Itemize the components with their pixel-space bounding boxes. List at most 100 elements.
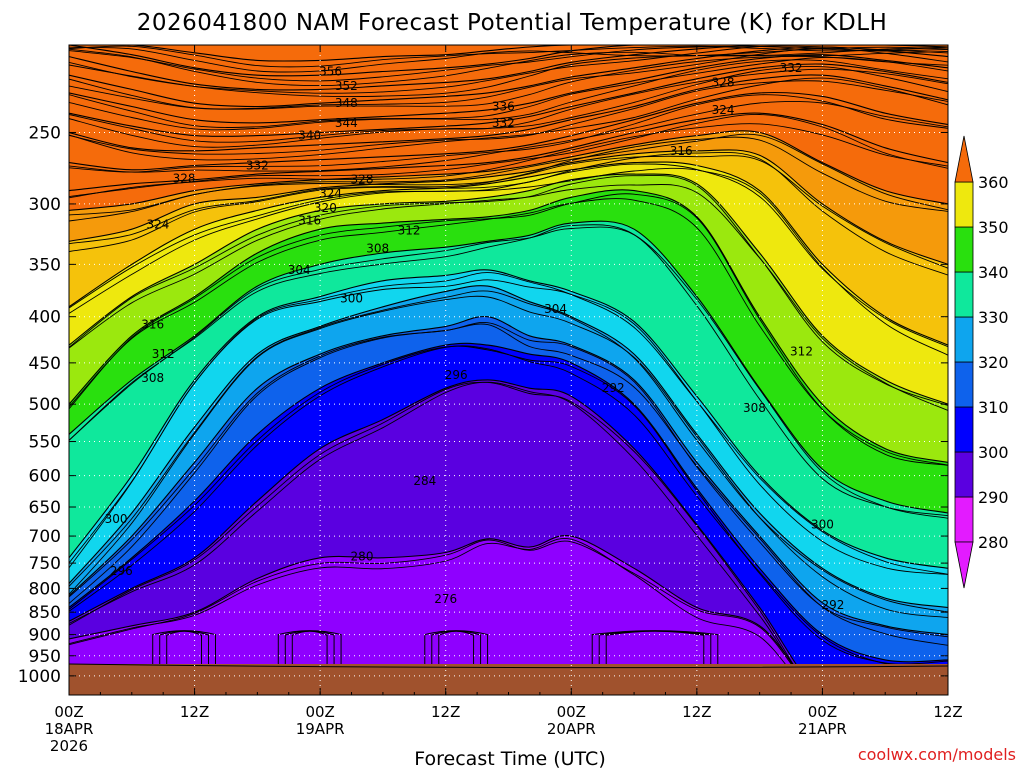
contour-minor [69, 193, 948, 466]
colorbar-segment [954, 451, 974, 498]
contour-label: 324 [319, 186, 342, 200]
contour-label: 316 [141, 317, 164, 331]
contour-minor [69, 174, 948, 406]
x-tick-label: 18APR [45, 720, 94, 738]
contour-label: 332 [492, 116, 515, 130]
contour-minor [69, 77, 948, 161]
x-tick-label: 12Z [431, 703, 460, 721]
contour-label: 344 [335, 116, 358, 130]
contour-label: 308 [366, 241, 389, 255]
contour-300 [69, 269, 948, 569]
contour-label: 304 [288, 263, 311, 277]
contour-label: 316 [298, 214, 321, 228]
colorbar-segment [954, 271, 974, 318]
y-tick-label: 600 [29, 467, 61, 487]
contour-label: 340 [298, 129, 321, 143]
y-tick-label: 950 [29, 647, 61, 667]
y-tick-label: 350 [29, 255, 61, 275]
colorbar-tick-label: 340 [978, 263, 1009, 282]
contour-292 [69, 315, 948, 636]
x-tick-label: 19APR [296, 720, 345, 738]
chart-title: 2026041800 NAM Forecast Potential Temper… [137, 10, 888, 36]
contour-minor [69, 381, 818, 695]
contour-minor [69, 183, 948, 411]
contour-minor [69, 295, 948, 619]
colorbar-tick-label: 320 [978, 353, 1009, 372]
contour-minor [69, 345, 948, 668]
contour-356 [69, 45, 948, 77]
y-tick-label: 300 [29, 195, 61, 215]
contour-label: 304 [544, 302, 567, 316]
contour-336 [69, 74, 948, 152]
contour-minor [69, 45, 948, 94]
x-tick-label: 12Z [180, 703, 209, 721]
contour-296 [69, 285, 948, 609]
band-fill-360 [69, 45, 948, 62]
x-tick-label: 20APR [547, 720, 596, 738]
y-axis: 250 300 350 400 450 500 550 600 650 700 750 800 850 9… [18, 123, 948, 687]
contour-label: 300 [811, 518, 834, 532]
y-tick-label: 850 [29, 603, 61, 623]
colorbar: 280 290 300 310 320 330 340 350 360 [954, 135, 1009, 589]
contour-label: 312 [398, 223, 421, 237]
contour-minor [69, 224, 948, 517]
contour-minor [69, 46, 948, 73]
contour-label: 292 [602, 381, 625, 395]
contour-352 [69, 45, 948, 91]
surface-loop-contour [166, 630, 202, 664]
contour-minor [69, 696, 948, 701]
contour-label: 316 [670, 144, 693, 158]
colorbar-tick-label: 300 [978, 443, 1009, 462]
contour-label: 292 [821, 598, 844, 612]
contour-minor [69, 65, 948, 148]
contour-label: 296 [110, 564, 133, 578]
contour-minor [69, 381, 817, 695]
colorbar-tick-label: 290 [978, 488, 1009, 507]
y-tick-label: 800 [29, 579, 61, 599]
colorbar-tick-label: 330 [978, 308, 1009, 327]
contour-label: 308 [743, 401, 766, 415]
colorbar-tick-label: 350 [978, 218, 1009, 237]
contour-316 [69, 161, 948, 346]
x-axis-label: Forecast Time (UTC) [414, 748, 605, 768]
contour-332 [69, 91, 948, 171]
y-tick-label: 650 [29, 498, 61, 518]
contour-minor [69, 323, 948, 646]
contour-label: 336 [492, 100, 515, 114]
contour-label: 320 [314, 201, 337, 215]
contour-label: 280 [351, 549, 374, 563]
contour-minor [69, 290, 948, 613]
contour-label: 324 [712, 103, 735, 117]
contour-label: 300 [340, 292, 363, 306]
contour-340 [69, 63, 948, 137]
colorbar-segment [954, 316, 974, 363]
contour-320 [69, 149, 948, 265]
contour-minor [69, 68, 948, 143]
contour-304 [69, 220, 948, 514]
contour-minor [69, 163, 948, 348]
contour-label: 276 [434, 592, 457, 606]
y-tick-label: 900 [29, 626, 61, 646]
colorbar-tick-label: 360 [978, 173, 1009, 192]
x-tick-label: 21APR [798, 720, 847, 738]
contour-minor [69, 696, 948, 701]
contour-344 [69, 54, 948, 124]
x-tick-label: 00Z [305, 703, 334, 721]
colorbar-segment [954, 361, 974, 408]
colorbar-segment [954, 181, 974, 228]
surface-loop-contour [291, 630, 328, 664]
contour-label: 352 [335, 79, 358, 93]
plot-area [69, 45, 948, 701]
contour-label: 312 [790, 344, 813, 358]
x-tick-label: 2026 [50, 737, 88, 755]
y-tick-label: 550 [29, 433, 61, 453]
contour-minor [69, 136, 948, 222]
contour-label: 324 [146, 217, 169, 231]
contour-label: 332 [246, 159, 269, 173]
contour-label: 348 [335, 96, 358, 110]
y-tick-label: 500 [29, 395, 61, 415]
colorbar-tick-label: 310 [978, 398, 1009, 417]
contour-minor [69, 56, 948, 110]
contour-minor [69, 151, 948, 276]
